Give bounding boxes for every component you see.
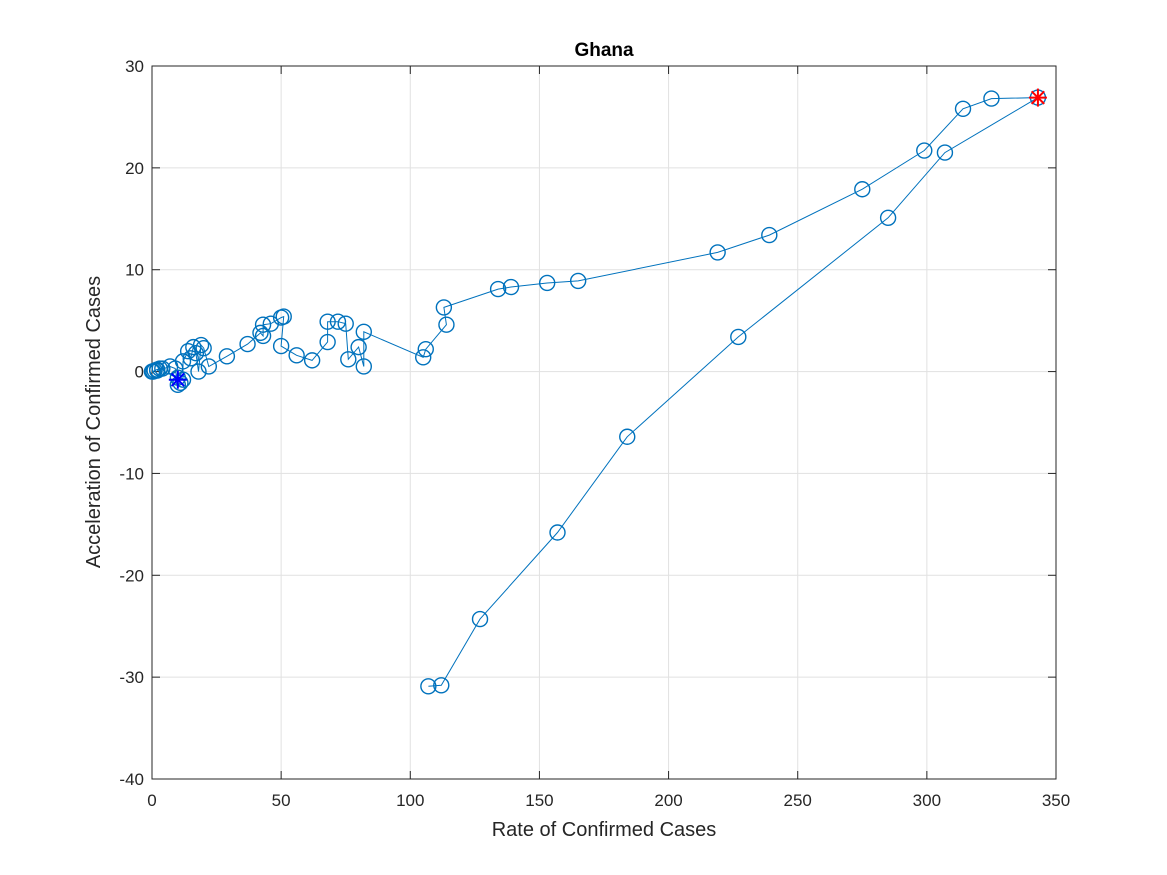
data-point (954, 100, 972, 117)
data-point (355, 323, 372, 341)
data-point (415, 349, 432, 366)
data-point (350, 338, 367, 356)
data-point (190, 363, 207, 380)
y-tick-label: -20 (119, 566, 144, 585)
data-point (239, 335, 256, 353)
y-tick-label: -40 (119, 770, 144, 789)
data-point (148, 362, 166, 379)
data-point (433, 677, 450, 694)
y-axis-label: Acceleration of Confirmed Cases (83, 276, 105, 568)
data-point (337, 315, 354, 332)
data-point (854, 181, 871, 198)
data-point (549, 524, 566, 541)
axes: 0 50 100 150 200 250 300 350 -40 -30 -20 -10 0 10 20 30 (119, 57, 1070, 810)
end-marker (1028, 88, 1047, 107)
y-tick-label: -30 (119, 668, 144, 687)
data-point (272, 337, 290, 355)
x-tick-label: 150 (525, 791, 553, 810)
y-tick-label: 20 (125, 159, 144, 178)
data-point (182, 350, 199, 367)
x-tick-label: 50 (272, 791, 291, 810)
start-marker-stroke (170, 372, 185, 387)
data-point (275, 308, 292, 325)
x-tick-label: 350 (1042, 791, 1070, 810)
grid (151, 65, 1057, 780)
data-point (254, 327, 272, 345)
data-point (420, 678, 437, 695)
data-point (538, 274, 556, 292)
x-tick-label: 100 (396, 791, 424, 810)
x-tick-label: 200 (654, 791, 682, 810)
data-point (502, 278, 520, 296)
data-point (730, 328, 747, 346)
data-point (438, 316, 455, 333)
x-tick-label: 0 (147, 791, 156, 810)
data-point (355, 358, 372, 375)
data-point (174, 353, 192, 370)
y-tick-label: 10 (125, 261, 144, 280)
data-point (200, 358, 218, 375)
chart-title: Ghana (574, 40, 634, 61)
end-marker-stroke (1030, 90, 1045, 105)
data-point (340, 351, 357, 368)
y-tick-label: 0 (135, 363, 144, 382)
data-point (288, 347, 305, 364)
data-point (471, 610, 489, 628)
data-point (983, 90, 1000, 107)
x-tick-label: 250 (784, 791, 812, 810)
data-point (417, 340, 434, 358)
data-point (569, 272, 587, 290)
y-tick-label: -10 (119, 464, 144, 483)
data-point (761, 226, 778, 244)
data-point (709, 244, 726, 261)
data-point (319, 313, 336, 330)
data-point (619, 428, 636, 445)
data-point (192, 336, 210, 354)
data-point (916, 142, 933, 159)
data-point (319, 333, 336, 351)
axes-box (151, 65, 1057, 780)
data-point (262, 315, 280, 332)
data-point (936, 144, 954, 161)
data-point (435, 299, 453, 316)
series-line (152, 97, 1040, 687)
endpoint-markers (168, 88, 1047, 389)
start-marker (168, 370, 187, 389)
data-point (329, 313, 347, 330)
series-1 (143, 89, 1047, 695)
data-point (879, 209, 897, 226)
x-axis-label: Rate of Confirmed Cases (492, 819, 717, 841)
y-tick-label: 30 (125, 57, 144, 76)
data-point (254, 316, 272, 333)
data-point (252, 324, 269, 342)
data-point (195, 339, 212, 357)
data-point (303, 352, 321, 369)
data-point (489, 280, 507, 298)
data-point (218, 348, 236, 365)
x-tick-label: 300 (913, 791, 941, 810)
